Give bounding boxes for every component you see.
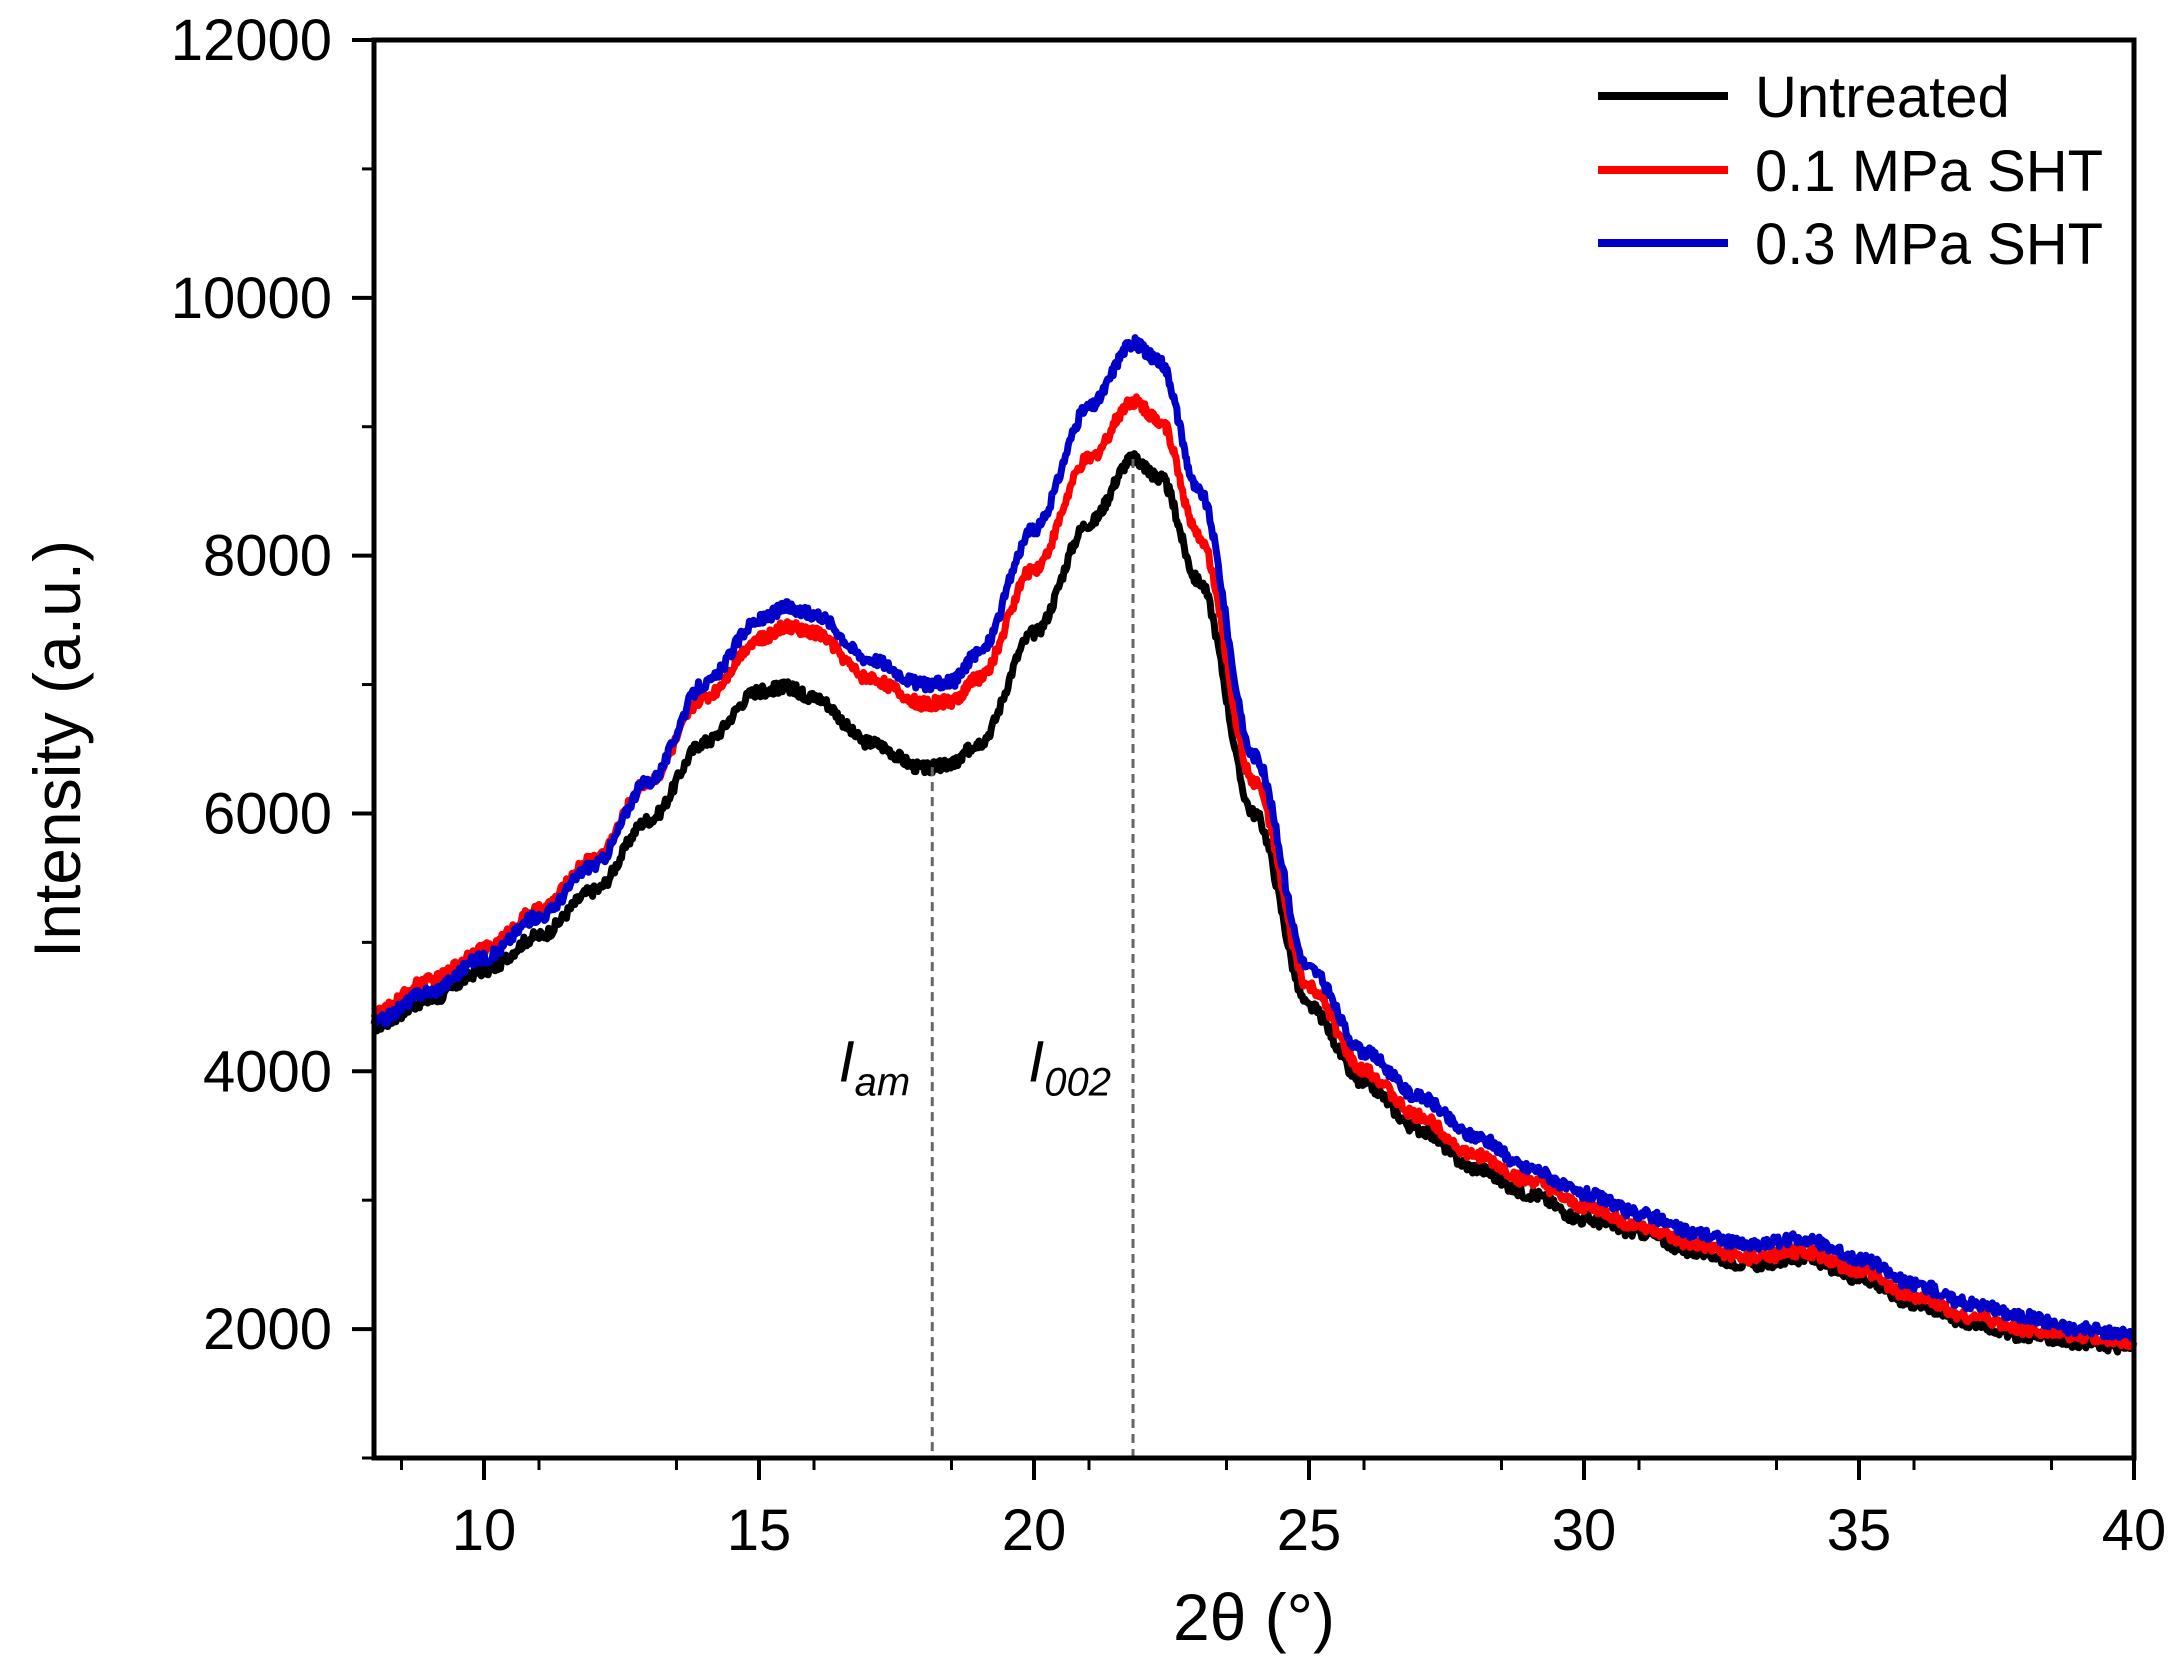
y-tick-label-12000: 12000 [171,8,332,73]
annotation-i-am: Iam [839,1029,911,1104]
legend-label-0-1-mpa: 0.1 MPa SHT [1755,139,2103,204]
x-tick-label-20: 20 [1002,1498,1067,1563]
x-tick-label-30: 30 [1552,1498,1617,1563]
legend-label-0-3-mpa: 0.3 MPa SHT [1755,212,2103,277]
y-tick-label-4000: 4000 [203,1039,332,1104]
y-tick-label-6000: 6000 [203,781,332,846]
x-tick-label-10: 10 [452,1498,517,1563]
annotation-i-am-main: I [839,1029,855,1094]
series-line-0 [371,450,2137,1356]
annotation-i-002-sub: 002 [1044,1060,1111,1104]
x-tick-label-15: 15 [727,1498,792,1563]
series-group [370,334,2138,1356]
y-tick-label-10000: 10000 [171,266,332,331]
x-axis-title: 2θ (°) [1173,1580,1335,1654]
x-tick-label-35: 35 [1827,1498,1892,1563]
y-tick-label-8000: 8000 [203,524,332,589]
x-tick-label-40: 40 [2102,1498,2167,1563]
annotation-i-002: I002 [1028,1029,1111,1104]
series-line-2 [370,334,2137,1342]
y-tick-label-2000: 2000 [203,1297,332,1362]
legend: Untreated 0.1 MPa SHT 0.3 MPa SHT [1598,65,2103,277]
annotation-i-am-sub: am [855,1060,911,1104]
y-axis-title: Intensity (a.u.) [20,540,94,958]
plot-frame [371,37,2137,1461]
x-tick-label-25: 25 [1277,1498,1342,1563]
legend-label-untreated: Untreated [1755,65,2010,130]
series-line-1 [370,393,2138,1351]
annotation-i-002-main: I [1028,1029,1044,1094]
tick-labels: 10 15 20 25 30 35 40 2000 4000 6000 8000 10000 12000 [171,8,2167,1563]
annotation-guides [930,458,1135,1458]
